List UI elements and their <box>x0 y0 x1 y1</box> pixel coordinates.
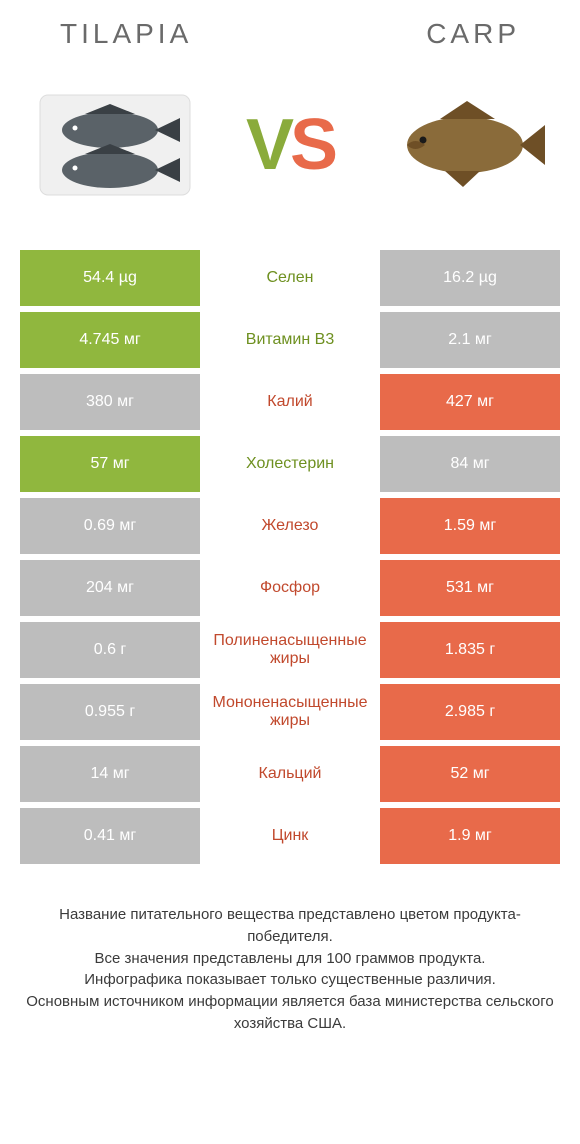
right-value: 1.835 г <box>380 622 560 678</box>
left-value: 0.6 г <box>20 622 200 678</box>
left-value: 0.955 г <box>20 684 200 740</box>
right-value: 531 мг <box>380 560 560 616</box>
vs-v: V <box>246 105 290 185</box>
right-value: 427 мг <box>380 374 560 430</box>
images-row: VS <box>0 60 580 250</box>
nutrient-name: Мононенасыщенные жиры <box>200 684 380 740</box>
carp-image <box>380 75 550 215</box>
vs-s: S <box>290 105 334 185</box>
table-row: 4.745 мгВитамин B32.1 мг <box>20 312 560 368</box>
left-value: 57 мг <box>20 436 200 492</box>
right-value: 16.2 µg <box>380 250 560 306</box>
table-row: 0.955 гМононенасыщенные жиры2.985 г <box>20 684 560 740</box>
left-value: 380 мг <box>20 374 200 430</box>
tilapia-image <box>30 75 200 215</box>
header: TILAPIA CARP <box>0 0 580 60</box>
footnote-line: Инфографика показывает только существенн… <box>20 969 560 991</box>
nutrient-name: Полиненасыщенные жиры <box>200 622 380 678</box>
left-value: 0.41 мг <box>20 808 200 864</box>
footnote-line: Все значения представлены для 100 граммо… <box>20 948 560 970</box>
nutrient-name: Селен <box>200 250 380 306</box>
table-row: 380 мгКалий427 мг <box>20 374 560 430</box>
table-row: 0.6 гПолиненасыщенные жиры1.835 г <box>20 622 560 678</box>
carp-icon <box>385 85 545 205</box>
left-value: 14 мг <box>20 746 200 802</box>
right-value: 1.9 мг <box>380 808 560 864</box>
table-row: 204 мгФосфор531 мг <box>20 560 560 616</box>
left-value: 54.4 µg <box>20 250 200 306</box>
nutrient-name: Кальций <box>200 746 380 802</box>
footnote: Название питательного вещества представл… <box>20 904 560 1035</box>
right-value: 2.1 мг <box>380 312 560 368</box>
nutrient-name: Цинк <box>200 808 380 864</box>
right-value: 2.985 г <box>380 684 560 740</box>
nutrient-name: Фосфор <box>200 560 380 616</box>
title-right: CARP <box>426 18 520 50</box>
tilapia-icon <box>35 85 195 205</box>
table-row: 0.69 мгЖелезо1.59 мг <box>20 498 560 554</box>
table-row: 14 мгКальций52 мг <box>20 746 560 802</box>
nutrient-name: Калий <box>200 374 380 430</box>
nutrient-name: Железо <box>200 498 380 554</box>
left-value: 204 мг <box>20 560 200 616</box>
nutrient-table: 54.4 µgСелен16.2 µg 4.745 мгВитамин B32.1… <box>20 250 560 864</box>
nutrient-name: Витамин B3 <box>200 312 380 368</box>
footnote-line: Основным источником информации является … <box>20 991 560 1035</box>
nutrient-name: Холестерин <box>200 436 380 492</box>
table-row: 57 мгХолестерин84 мг <box>20 436 560 492</box>
left-value: 4.745 мг <box>20 312 200 368</box>
left-value: 0.69 мг <box>20 498 200 554</box>
right-value: 84 мг <box>380 436 560 492</box>
vs-label: VS <box>246 104 334 186</box>
table-row: 54.4 µgСелен16.2 µg <box>20 250 560 306</box>
right-value: 52 мг <box>380 746 560 802</box>
table-row: 0.41 мгЦинк1.9 мг <box>20 808 560 864</box>
right-value: 1.59 мг <box>380 498 560 554</box>
footnote-line: Название питательного вещества представл… <box>20 904 560 948</box>
title-left: TILAPIA <box>60 18 192 50</box>
